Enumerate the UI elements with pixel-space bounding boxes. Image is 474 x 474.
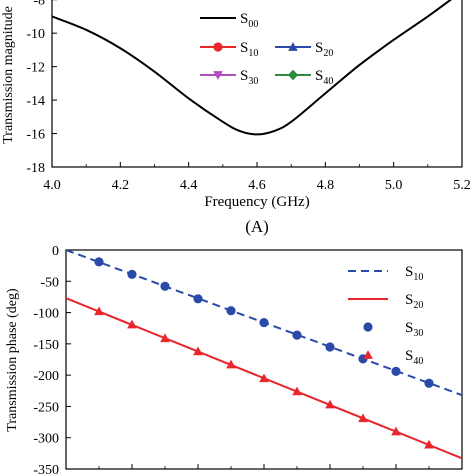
data-point-s40: [292, 386, 302, 396]
legend-label-subscript: 40: [413, 356, 423, 367]
data-point-s30: [259, 317, 269, 328]
data-point-s30: [391, 366, 401, 376]
legend-swatch-marker: [363, 350, 373, 359]
legend-swatch-marker: [287, 69, 299, 81]
data-point-s40: [160, 333, 170, 343]
y-tick-label: -250: [33, 400, 59, 415]
y-tick-label: -350: [33, 463, 59, 474]
x-tick-label: 4.6: [248, 178, 266, 193]
legend-label: S40: [315, 68, 333, 87]
data-point-s30: [292, 330, 302, 340]
legend-item-s40: S40: [275, 68, 333, 87]
legend: S00 S10 S20 S30 S40: [200, 11, 333, 87]
legend-item-s20: S20: [275, 40, 333, 59]
x-tick-label: 5.0: [385, 178, 403, 193]
y-tick-label: -50: [40, 275, 59, 290]
data-point-s40: [325, 399, 335, 409]
legend-label: S10: [240, 40, 258, 59]
data-point-s30: [325, 342, 335, 352]
legend-item-s10: S10: [348, 264, 423, 283]
legend-item-s20: S20: [348, 292, 423, 311]
panel-a-magnitude-chart: 4.0 4.2 4.4 4.6 4.8 5.0 5.2 -18 -16 -14 -12 -10 -8 Fr…: [1, 0, 471, 210]
data-point-s40: [226, 359, 236, 369]
legend-label: S10: [405, 264, 423, 283]
y-tick-label: -8: [33, 0, 45, 9]
legend-label: S00: [240, 11, 258, 30]
legend-item-s40: S40: [363, 348, 423, 367]
data-point-s40: [259, 373, 269, 383]
y-tick-label: -150: [33, 338, 59, 353]
data-point-s30: [94, 257, 104, 267]
legend: S10 S20 S30 S40: [348, 264, 423, 367]
data-point-s30: [193, 294, 203, 304]
x-tick-label: 5.2: [453, 178, 471, 193]
legend-label-subscript: 40: [323, 76, 333, 87]
y-tick-label: -200: [33, 369, 59, 384]
data-point-s40: [391, 426, 401, 436]
legend-swatch-marker: [363, 322, 373, 332]
legend-item-s30: S30: [200, 68, 258, 87]
y-tick-label: -300: [33, 432, 59, 447]
series-group: [66, 250, 462, 460]
legend-label-subscript: 20: [413, 300, 423, 311]
legend-label-subscript: 00: [248, 19, 258, 30]
data-point-s40: [127, 319, 137, 329]
data-point-s40: [193, 346, 203, 356]
legend-swatch-marker: [288, 42, 298, 51]
y-tick-label: -16: [26, 128, 45, 143]
series-group: [52, 0, 453, 136]
y-tick-label: -100: [33, 307, 59, 322]
y-tick-label: 0: [52, 244, 59, 259]
legend-label: S30: [240, 68, 258, 87]
y-tick-label: -14: [26, 94, 45, 109]
legend-label: S30: [405, 320, 423, 339]
x-tick-label: 4.4: [180, 178, 198, 193]
panel-a-label: (A): [245, 217, 269, 236]
plot-frame: [65, 249, 463, 470]
legend-label-subscript: 30: [248, 76, 258, 87]
y-axis-label: Transmission magnitude: [1, 6, 16, 144]
x-axis-label: Frequency (GHz): [204, 194, 309, 210]
data-point-s30: [160, 281, 170, 291]
y-tick-label: -18: [26, 161, 45, 176]
data-point-s30: [226, 306, 236, 316]
y-tick-label: -12: [26, 61, 45, 76]
data-point-s30: [127, 269, 137, 280]
legend-label-subscript: 30: [413, 328, 423, 339]
y-axis-label: Transmission phase (deg): [5, 288, 20, 432]
data-point-s30: [424, 378, 434, 388]
y-tick-label: -10: [26, 27, 45, 42]
legend-label-subscript: 10: [248, 48, 258, 59]
x-tick-label: 4.2: [112, 178, 130, 193]
legend-item-s00: S00: [200, 11, 258, 30]
legend-label: S20: [315, 40, 333, 59]
legend-label-subscript: 10: [413, 272, 423, 283]
legend-label: S40: [405, 348, 423, 367]
data-point-s40: [94, 306, 104, 316]
legend-item-s10: S10: [200, 40, 258, 59]
data-point-s40: [358, 413, 368, 423]
legend-item-s30: S30: [363, 320, 423, 339]
panel-b-phase-chart: 4.04.24.44.64.85.05.20-50-100-150-200-25…: [5, 244, 463, 474]
legend-swatch-marker: [213, 42, 223, 52]
x-tick-label: 4.8: [317, 178, 335, 193]
legend-label-subscript: 20: [323, 48, 333, 59]
legend-label: S20: [405, 292, 423, 311]
series-line-s00: [52, 0, 453, 136]
data-point-s40: [424, 439, 434, 449]
legend-swatch-marker: [213, 71, 223, 80]
x-tick-label: 4.0: [43, 178, 61, 193]
